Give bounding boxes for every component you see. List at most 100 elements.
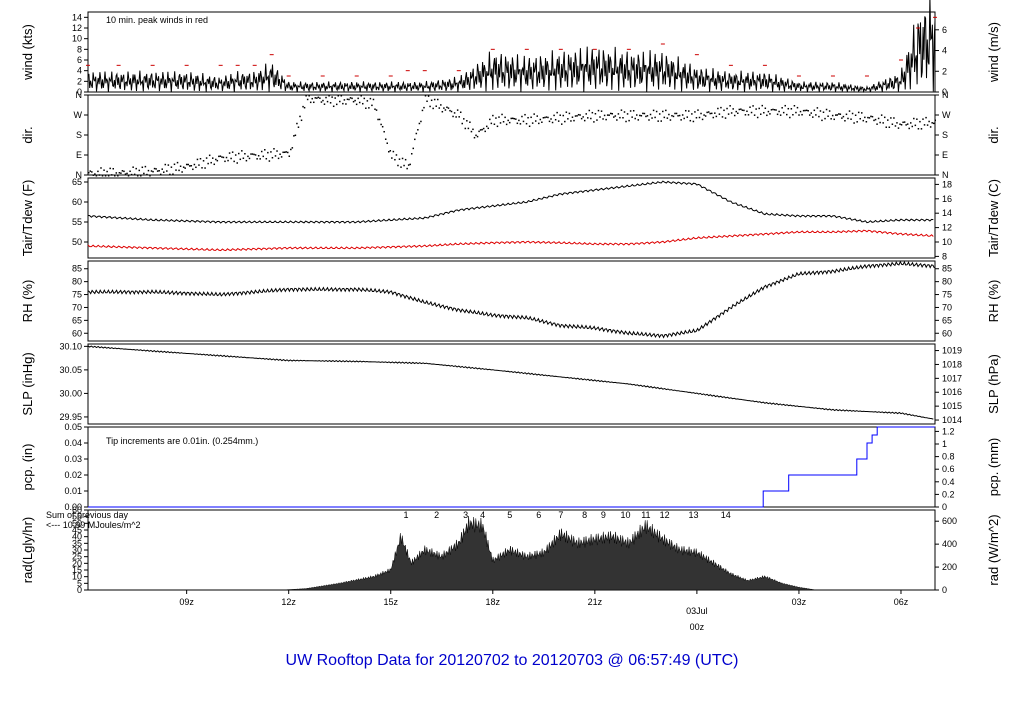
direction-point — [420, 120, 422, 123]
direction-point — [603, 114, 606, 117]
time-date-label: 03Jul — [686, 606, 708, 616]
panel-frame-3 — [87, 177, 936, 259]
direction-point — [146, 173, 148, 176]
direction-point — [542, 117, 545, 119]
y-axis-label-right: wind (m/s) — [986, 22, 1001, 83]
direction-point — [343, 99, 346, 101]
direction-point — [230, 157, 232, 160]
direction-point — [446, 106, 448, 109]
direction-point — [730, 112, 733, 114]
direction-point — [695, 116, 698, 119]
direction-point — [888, 126, 891, 129]
direction-point — [238, 152, 240, 155]
direction-point — [911, 125, 914, 128]
solar-hour-label: 1 — [404, 510, 409, 520]
direction-point — [645, 115, 647, 118]
direction-point — [228, 152, 231, 154]
y-tick-label-left: 0 — [77, 585, 82, 595]
direction-point — [277, 157, 280, 160]
direction-point — [185, 163, 188, 166]
direction-point — [781, 107, 783, 109]
direction-point — [896, 122, 898, 124]
y-tick-label-left: 0 — [77, 87, 82, 97]
direction-point — [478, 130, 480, 133]
direction-point — [828, 110, 831, 112]
direction-point — [189, 165, 191, 167]
direction-point — [651, 117, 653, 119]
direction-point — [773, 109, 776, 111]
y-tick-label-right: 4 — [942, 46, 947, 56]
direction-point — [440, 104, 442, 106]
direction-point — [554, 118, 557, 121]
direction-point — [646, 115, 649, 117]
direction-point — [117, 175, 119, 177]
direction-point — [394, 158, 396, 161]
direction-point — [548, 120, 551, 123]
direction-point — [916, 118, 918, 120]
direction-point — [805, 109, 808, 112]
direction-point — [545, 116, 548, 118]
direction-point — [516, 122, 519, 125]
direction-point — [547, 116, 549, 119]
direction-point — [513, 117, 516, 120]
direction-point — [328, 95, 330, 97]
y-tick-label-left: 30.00 — [59, 388, 82, 398]
direction-point — [819, 110, 822, 112]
direction-point — [459, 111, 462, 114]
direction-point — [159, 173, 162, 176]
direction-point — [218, 155, 220, 158]
direction-point — [97, 170, 99, 173]
direction-point — [596, 119, 598, 121]
direction-point — [133, 173, 136, 176]
y-axis-label-left: pcp. (in) — [20, 444, 35, 491]
direction-point — [182, 166, 185, 168]
direction-point — [427, 95, 430, 97]
direction-point — [880, 114, 883, 116]
direction-point — [822, 111, 825, 113]
y-tick-label-left: E — [76, 150, 82, 160]
direction-point — [337, 95, 340, 97]
direction-point — [202, 160, 205, 162]
direction-point — [906, 123, 909, 125]
y-tick-label-left: 75 — [72, 290, 82, 300]
y-tick-label-left: 0.05 — [64, 422, 82, 432]
direction-point — [628, 119, 630, 122]
direction-point — [766, 114, 768, 117]
direction-point — [929, 126, 932, 128]
direction-point — [885, 126, 888, 128]
direction-point — [309, 101, 312, 104]
direction-point — [750, 111, 753, 114]
direction-point — [637, 119, 640, 121]
direction-point — [475, 134, 477, 137]
direction-point — [325, 96, 327, 99]
direction-point — [683, 117, 685, 120]
direction-point — [528, 125, 531, 128]
y-tick-label-right: 600 — [942, 516, 957, 526]
rh-series-line — [87, 260, 935, 339]
y-tick-label-right: W — [942, 110, 951, 120]
direction-point — [678, 114, 681, 117]
direction-point — [557, 120, 560, 122]
y-tick-label-right: 1019 — [942, 346, 962, 356]
direction-point — [469, 121, 471, 123]
direction-point — [219, 155, 222, 157]
direction-point — [129, 170, 131, 173]
direction-point — [415, 132, 418, 135]
direction-point — [423, 106, 425, 109]
y-tick-label-left: 12 — [72, 23, 82, 33]
direction-point — [707, 111, 710, 113]
direction-point — [489, 118, 491, 121]
y-tick-label-left: 6 — [77, 55, 82, 65]
direction-point — [856, 121, 858, 123]
y-tick-label-left: 50 — [72, 518, 82, 528]
direction-point — [709, 112, 711, 115]
direction-point — [276, 150, 278, 152]
direction-point — [579, 114, 581, 116]
direction-point — [609, 112, 612, 115]
direction-point — [891, 123, 894, 125]
direction-point — [424, 95, 427, 97]
direction-point — [403, 164, 405, 167]
y-tick-label-left: 45 — [72, 525, 82, 535]
direction-point — [170, 166, 173, 168]
direction-point — [836, 114, 839, 116]
